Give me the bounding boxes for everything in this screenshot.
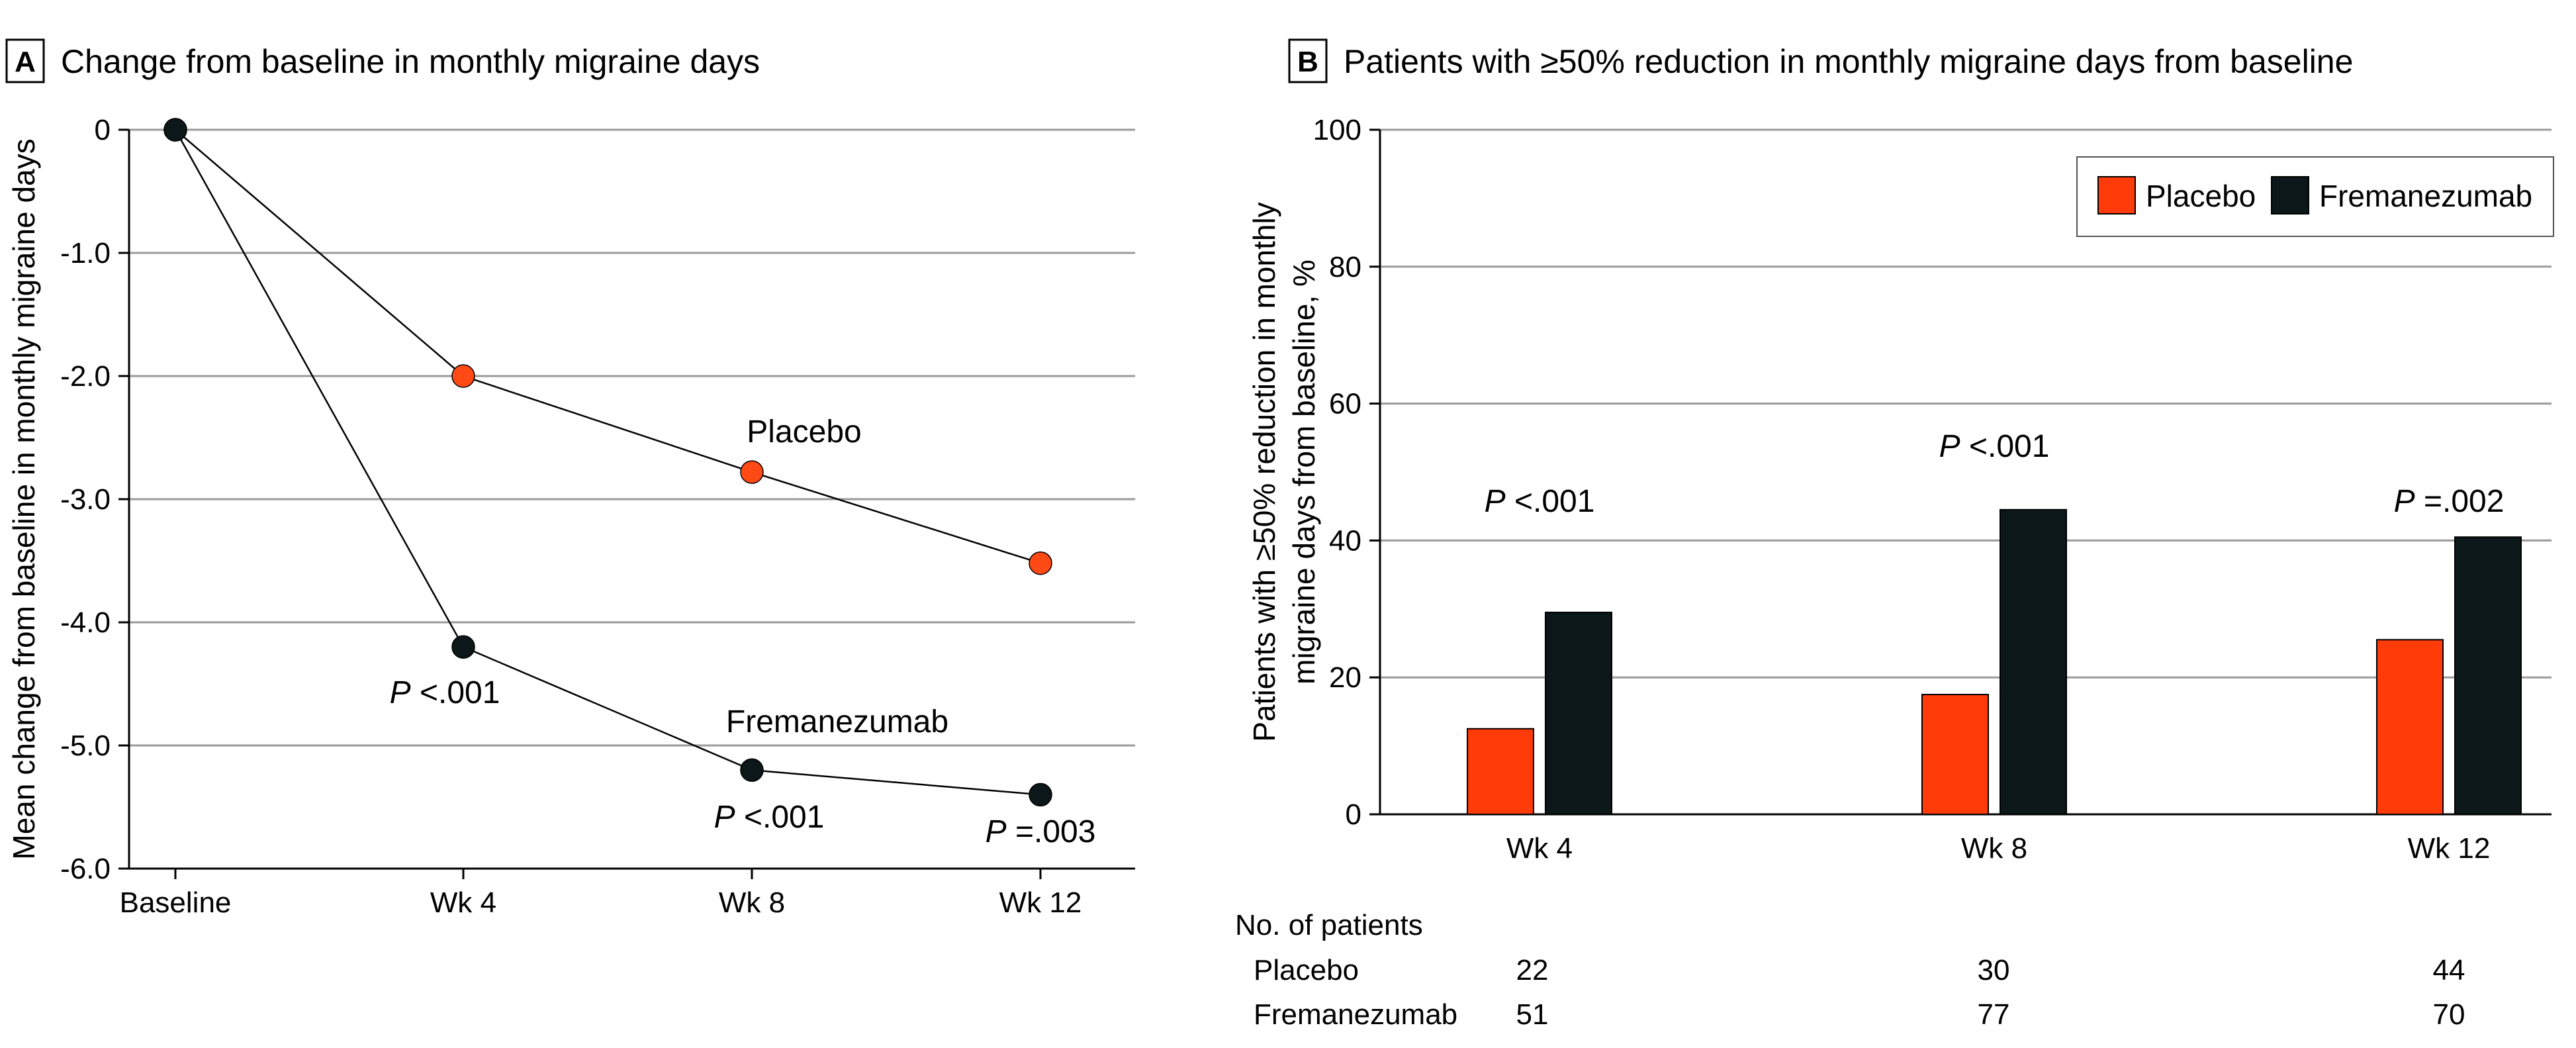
panel-b-table-row-label: Fremanezumab xyxy=(1254,998,1457,1031)
panel-b-bar-placebo xyxy=(1921,694,1989,816)
panel-b-ytick-label: 100 xyxy=(1313,114,1361,146)
panel-a-ytick-label: -5.0 xyxy=(60,730,111,762)
panel-b-bar-placebo xyxy=(1467,728,1534,815)
panel-a-point-placebo xyxy=(1029,551,1052,575)
panel-a-ytick-label: -3.0 xyxy=(60,483,111,516)
panel-a-point-fremanezumab xyxy=(163,118,187,142)
panel-b-p-annotation-value: =.002 xyxy=(2415,484,2505,519)
panel-a-series-line-placebo xyxy=(175,129,1041,564)
panel-a-badge xyxy=(5,38,45,83)
panel-b-table-row-label: Placebo xyxy=(1254,954,1359,986)
panel-b-y-axis-label-line1: Patients with ≥50% reduction in monthly xyxy=(1247,202,1281,741)
panel-b-xtick-label: Wk 4 xyxy=(1506,832,1573,865)
panel-a-point-fremanezumab xyxy=(740,758,764,782)
panel-b-legend-label-fremanezumab: Fremanezumab xyxy=(2319,179,2532,213)
panel-a-p-annotation: P <.001 xyxy=(714,800,825,835)
panel-b-p-annotation-value: <.001 xyxy=(1960,429,2050,464)
panel-a-ytick-label: -1.0 xyxy=(60,237,111,269)
panel-a-series-line-fremanezumab xyxy=(174,129,1041,796)
panel-b-table-cell: 51 xyxy=(1516,998,1549,1031)
panel-a-p-annotation-value: <.001 xyxy=(735,800,825,835)
panel-a-p-annotation-value: <.001 xyxy=(411,675,500,710)
panel-b-table-cell: 77 xyxy=(1978,998,2010,1031)
panel-a-p-annotation-p: P xyxy=(986,814,1007,849)
panel-b-ytick-label: 40 xyxy=(1329,524,1361,557)
panel-b-legend-swatch-fremanezumab xyxy=(2271,176,2309,214)
panel-a-point-fremanezumab xyxy=(1029,783,1052,807)
panel-b-p-annotation-p: P xyxy=(1485,484,1506,519)
panel-a-ytick-label: 0 xyxy=(95,114,111,146)
panel-b-patients-table: No. of patients Placebo 22 30 44 Fremanezumab… xyxy=(1235,909,2465,1031)
panel-b-ytick-label: 20 xyxy=(1329,661,1361,694)
panel-b-bar-fremanezumab xyxy=(2454,536,2522,815)
panel-b-header: B Patients with ≥50% reduction in monthl… xyxy=(1288,38,2353,83)
panel-a-p-annotation-value: =.003 xyxy=(1007,814,1096,849)
panel-a-chart: 0 -1.0 -2.0 -3.0 -4.0 -5.0 -6.0 Baseline Wk 4 Wk … xyxy=(7,114,1135,919)
panel-b-title: Patients with ≥50% reduction in monthly … xyxy=(1344,43,2353,80)
panel-a-ytick-label: -6.0 xyxy=(60,853,111,885)
panel-a-series-label-fremanezumab: Fremanezumab xyxy=(726,704,948,739)
panel-a-point-placebo xyxy=(451,364,475,388)
panel-b-table-header: No. of patients xyxy=(1235,909,1423,941)
panel-b-table-cell: 70 xyxy=(2433,998,2465,1031)
panel-b-p-annotation-p: P xyxy=(1939,429,1960,464)
panel-b-y-axis-label-line2: migraine days from baseline, % xyxy=(1287,260,1321,685)
panel-b-bar-fremanezumab xyxy=(2000,508,2067,815)
panel-a-xtick-label: Wk 8 xyxy=(719,886,785,919)
panel-b-p-annotation: P <.001 xyxy=(1485,484,1595,519)
panel-b-table-cell: 44 xyxy=(2433,954,2465,986)
panel-b-table-cell: 22 xyxy=(1516,954,1549,986)
panel-b-p-annotation-value: <.001 xyxy=(1506,484,1595,519)
panel-a-ytick-label: -2.0 xyxy=(60,360,111,393)
panel-a-point-placebo xyxy=(740,460,764,484)
panel-b-badge-label: B xyxy=(1297,46,1318,78)
panel-a-ytick-label: -4.0 xyxy=(60,606,111,639)
panel-a-badge-label: A xyxy=(15,46,36,78)
panel-a-xtick-label: Wk 12 xyxy=(999,886,1082,919)
panel-b-legend-box xyxy=(2076,156,2554,237)
panel-b-ytick-label: 60 xyxy=(1329,388,1361,420)
panel-a-header: A Change from baseline in monthly migrai… xyxy=(5,38,760,83)
panel-b-chart: 0 20 40 60 80 100 Wk 4 Wk 8 Wk 12 Patients with ≥… xyxy=(1235,114,2554,1031)
panel-b-legend: Placebo Fremanezumab xyxy=(2076,156,2554,237)
panel-a-p-annotation-p: P xyxy=(390,675,411,710)
panel-a-p-annotation-p: P xyxy=(714,800,735,835)
panel-b-xtick-label: Wk 12 xyxy=(2408,832,2491,865)
panel-b-p-annotation: P <.001 xyxy=(1939,429,2050,464)
panel-a-p-annotation: P =.003 xyxy=(986,814,1096,849)
panel-b-ytick-label: 0 xyxy=(1346,798,1361,831)
panel-b-xtick-label: Wk 8 xyxy=(1961,832,2027,865)
panel-b-bar-placebo xyxy=(2376,639,2444,816)
panel-b-legend-swatch-placebo xyxy=(2097,176,2136,214)
panel-a-series-label-placebo: Placebo xyxy=(747,414,861,450)
panel-b-p-annotation-p: P xyxy=(2394,484,2415,519)
panel-b-legend-label-placebo: Placebo xyxy=(2146,179,2256,213)
panel-b-table-cell: 30 xyxy=(1978,954,2010,986)
panel-b-p-annotation: P =.002 xyxy=(2394,484,2505,519)
panel-b-ytick-label: 80 xyxy=(1329,251,1361,283)
panel-a-p-annotation: P <.001 xyxy=(390,675,500,710)
panel-a-title: Change from baseline in monthly migraine… xyxy=(61,43,760,80)
panel-b-badge xyxy=(1288,38,1328,83)
panel-a-y-axis-label: Mean change from baseline in monthly mig… xyxy=(7,138,41,859)
panel-a-point-fremanezumab xyxy=(451,635,475,659)
panel-a-xtick-label: Baseline xyxy=(120,886,232,919)
panel-b-bar-fremanezumab xyxy=(1545,611,1612,815)
panel-a-xtick-label: Wk 4 xyxy=(430,886,496,919)
